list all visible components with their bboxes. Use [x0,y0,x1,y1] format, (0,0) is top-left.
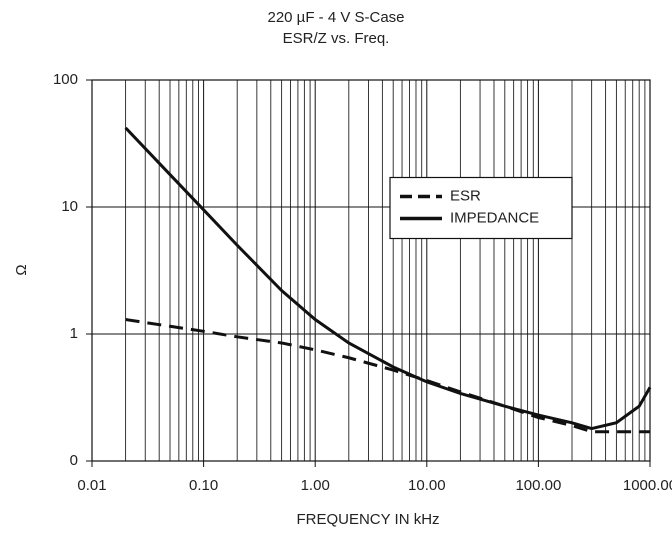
y-axis-title: Ω [13,264,30,275]
x-tick-label: 100.00 [515,477,561,494]
x-tick-label: 0.10 [189,477,218,494]
series-line [125,318,650,434]
y-tick-label: 100 [53,71,78,88]
chart-title: 220 µF - 4 V S-Case [267,9,404,26]
x-tick-label: 0.01 [77,477,106,494]
y-tick-label: 0 [70,452,78,469]
y-tick-label: 1 [70,325,78,342]
x-tick-label: 10.00 [408,477,446,494]
legend-box [389,176,573,240]
legend-label: ESR [450,187,481,204]
series-line [124,126,652,431]
x-tick-label: 1.00 [301,477,330,494]
chart-subtitle: ESR/Z vs. Freq. [283,30,390,47]
x-tick-label: 1000.00 [623,477,672,494]
x-axis-title: FREQUENCY IN kHz [296,511,439,528]
plot-frame [91,79,651,462]
legend-label: IMPEDANCE [450,209,539,226]
y-tick-label: 10 [61,198,78,215]
